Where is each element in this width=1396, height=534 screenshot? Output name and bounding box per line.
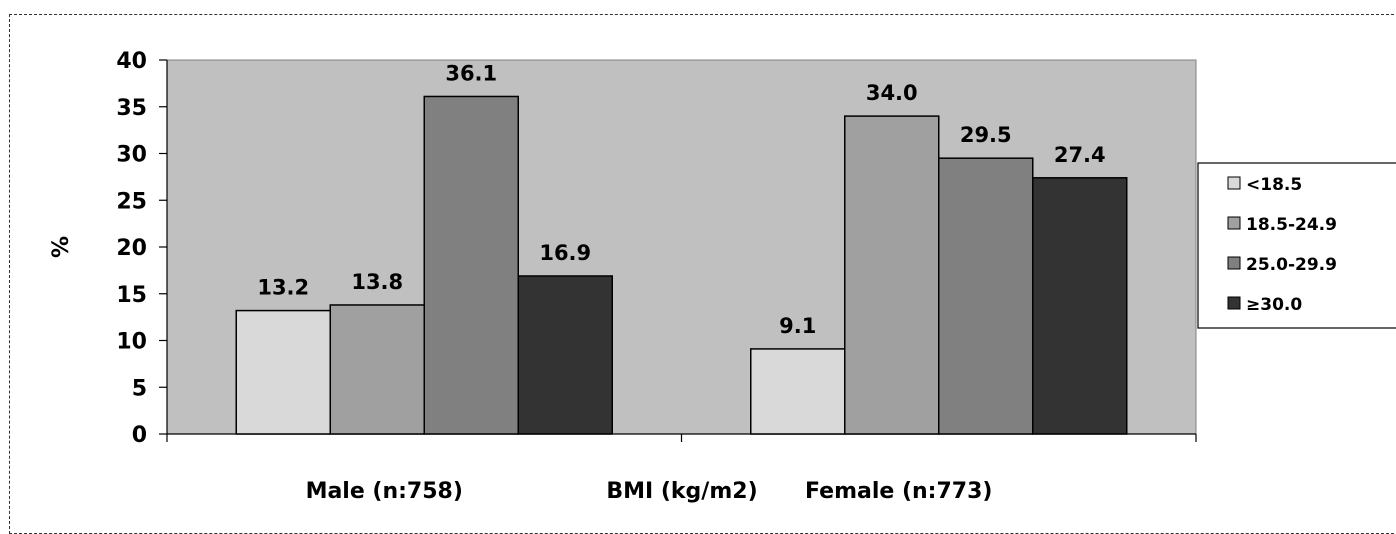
legend-swatch xyxy=(1227,216,1241,230)
y-axis-title: % xyxy=(49,236,74,258)
legend-label: ≥30.0 xyxy=(1246,295,1302,315)
bar-chart: 0 5 10 15 20 25 30 35 40 Male (n:758) Female (n:7… xyxy=(49,49,1396,504)
data-label: 9.1 xyxy=(779,314,816,338)
bar xyxy=(844,115,940,435)
legend-label: 18.5-24.9 xyxy=(1246,215,1337,235)
bar xyxy=(423,95,519,435)
x-tick-label: Male (n:758) xyxy=(306,479,463,504)
data-label: 34.0 xyxy=(866,81,918,105)
data-label: 13.2 xyxy=(257,276,309,300)
legend-swatch xyxy=(1227,256,1241,270)
y-tick-label: 40 xyxy=(116,49,147,74)
data-label: 27.4 xyxy=(1054,143,1106,167)
data-label: 13.8 xyxy=(351,270,403,294)
bar xyxy=(517,275,613,435)
bars xyxy=(235,95,1128,435)
legend-swatch xyxy=(1227,176,1241,190)
bar xyxy=(235,309,331,435)
y-tick-label: 15 xyxy=(116,283,147,308)
y-tick-label: 10 xyxy=(116,330,147,355)
y-axis: 0 5 10 15 20 25 30 35 40 xyxy=(116,49,168,448)
data-label: 36.1 xyxy=(445,61,497,85)
y-tick-label: 25 xyxy=(116,189,147,214)
y-tick-label: 35 xyxy=(116,96,147,121)
legend-swatch xyxy=(1227,296,1241,310)
y-tick-label: 20 xyxy=(116,236,147,261)
bar xyxy=(1032,177,1128,435)
x-axis-title: BMI (kg/m2) xyxy=(606,479,757,504)
y-tick-label: 0 xyxy=(132,423,147,448)
bar xyxy=(938,157,1034,435)
data-labels: 13.2 13.8 36.1 16.9 9.1 34.0 29.5 27.4 xyxy=(257,61,1105,337)
legend-label: <18.5 xyxy=(1246,175,1302,195)
x-tick-label: Female (n:773) xyxy=(805,479,992,504)
data-label: 16.9 xyxy=(539,241,591,265)
y-tick-label: 5 xyxy=(132,376,147,401)
bar xyxy=(329,304,425,435)
legend: <18.5 18.5-24.9 25.0-29.9 ≥30.0 xyxy=(1197,162,1396,329)
data-label: 29.5 xyxy=(960,123,1012,147)
y-tick-label: 30 xyxy=(116,143,147,168)
legend-label: 25.0-29.9 xyxy=(1246,255,1337,275)
x-axis: Male (n:758) Female (n:773) xyxy=(166,433,1197,504)
bar xyxy=(750,348,846,435)
